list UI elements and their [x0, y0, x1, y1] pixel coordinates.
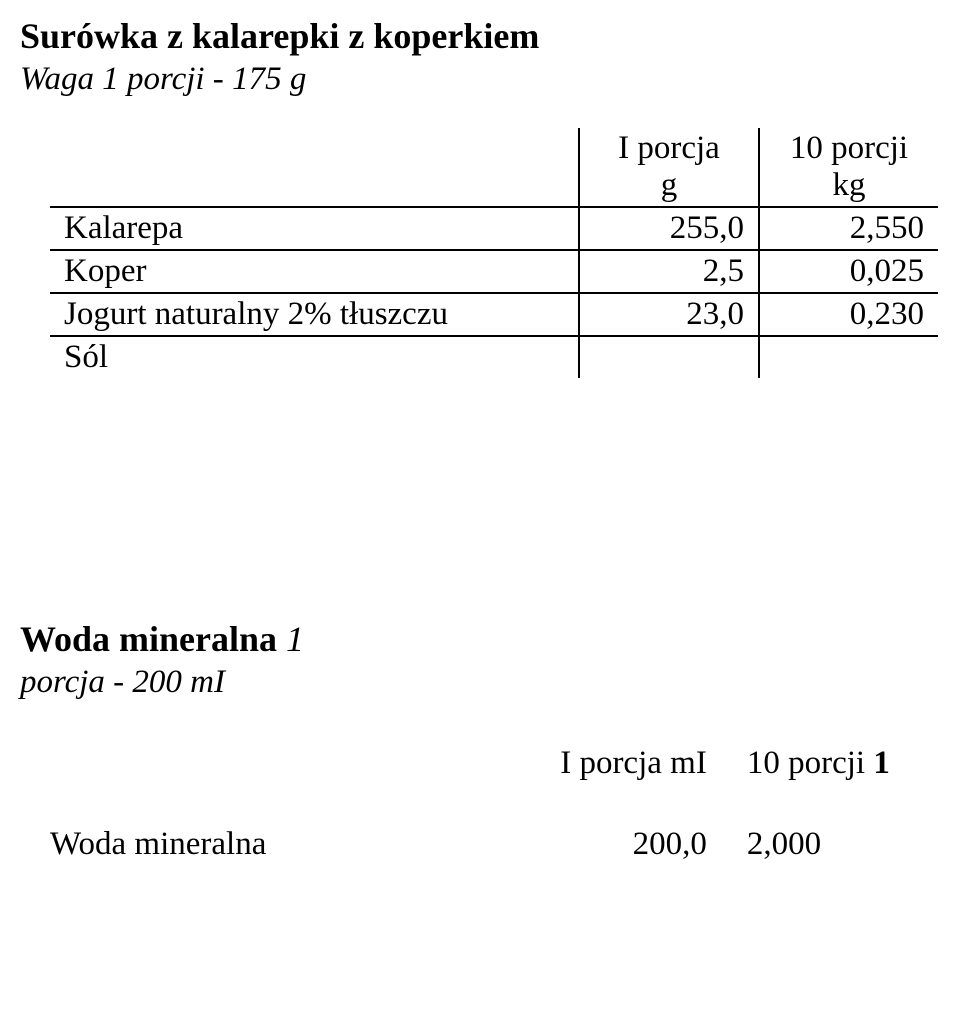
- recipe1-title: Surówka z kalarepki z koperkiem: [20, 15, 940, 57]
- table-cell-v1: 255,0: [579, 207, 759, 250]
- table-row: Kalarepa 255,0 2,550: [50, 207, 938, 250]
- recipe2-title-main: Woda mineralna: [20, 619, 286, 659]
- page: Surówka z kalarepki z koperkiem Waga 1 p…: [0, 0, 960, 883]
- table-cell-label: Koper: [50, 250, 579, 293]
- table-header-col2-line1: 10 porcji: [790, 130, 908, 166]
- recipe1-table: I porcja g 10 porcji kg Kalarepa 255,0 2…: [50, 128, 938, 378]
- table-row: Koper 2,5 0,025: [50, 250, 938, 293]
- recipe2-portion-line: porcja - 200 mI: [20, 664, 940, 701]
- recipe2-header-col2-a: 10 porcji: [747, 745, 873, 781]
- recipe2-header-col2-b: 1: [873, 745, 890, 781]
- table-row: Sól: [50, 336, 938, 378]
- recipe1-portion-prefix: Waga 1 porcji -: [20, 61, 232, 97]
- table-cell-v1: 2,5: [579, 250, 759, 293]
- recipe2-header-col1-b: mI: [670, 745, 707, 781]
- table-cell-v2: [759, 336, 938, 378]
- table-cell-v2: 0,025: [759, 250, 938, 293]
- recipe2-header-col2: 10 porcji 1: [727, 745, 940, 782]
- table-cell-v2: 2,550: [759, 207, 938, 250]
- table-cell-label: Jogurt naturalny 2% tłuszczu: [50, 293, 579, 336]
- table-header-col2-line2: kg: [833, 167, 866, 203]
- table-header-col1-line1: I porcja: [618, 130, 720, 166]
- recipe1-portion-value: 175 g: [232, 61, 306, 97]
- table-cell-v1: 23,0: [579, 293, 759, 336]
- table-row: Jogurt naturalny 2% tłuszczu 23,0 0,230: [50, 293, 938, 336]
- recipe2-header-col1: I porcja mI: [514, 745, 727, 782]
- table-cell-label: Kalarepa: [50, 207, 579, 250]
- recipe2-data-row: Woda mineralna 200,0 2,000: [50, 826, 940, 863]
- recipe1-portion-line: Waga 1 porcji - 175 g: [20, 61, 940, 98]
- recipe2-row-v1: 200,0: [514, 826, 727, 863]
- table-header-row: I porcja g 10 porcji kg: [50, 128, 938, 207]
- table-cell-v2: 0,230: [759, 293, 938, 336]
- recipe2-title-trailing: 1: [286, 619, 304, 659]
- recipe2-header-row: I porcja mI 10 porcji 1: [50, 745, 940, 782]
- table-header-col2: 10 porcji kg: [759, 128, 938, 207]
- vertical-spacer: [20, 378, 940, 618]
- table-header-col1: I porcja g: [579, 128, 759, 207]
- recipe2-row-label: Woda mineralna: [50, 826, 514, 863]
- recipe2-row-v2: 2,000: [727, 826, 940, 863]
- recipe2-header-col1-a: I porcja: [560, 745, 670, 781]
- table-header-empty: [50, 128, 579, 207]
- table-header-col1-line2: g: [661, 167, 678, 203]
- recipe2-title: Woda mineralna 1: [20, 618, 940, 660]
- table-cell-label: Sól: [50, 336, 579, 378]
- table-cell-v1: [579, 336, 759, 378]
